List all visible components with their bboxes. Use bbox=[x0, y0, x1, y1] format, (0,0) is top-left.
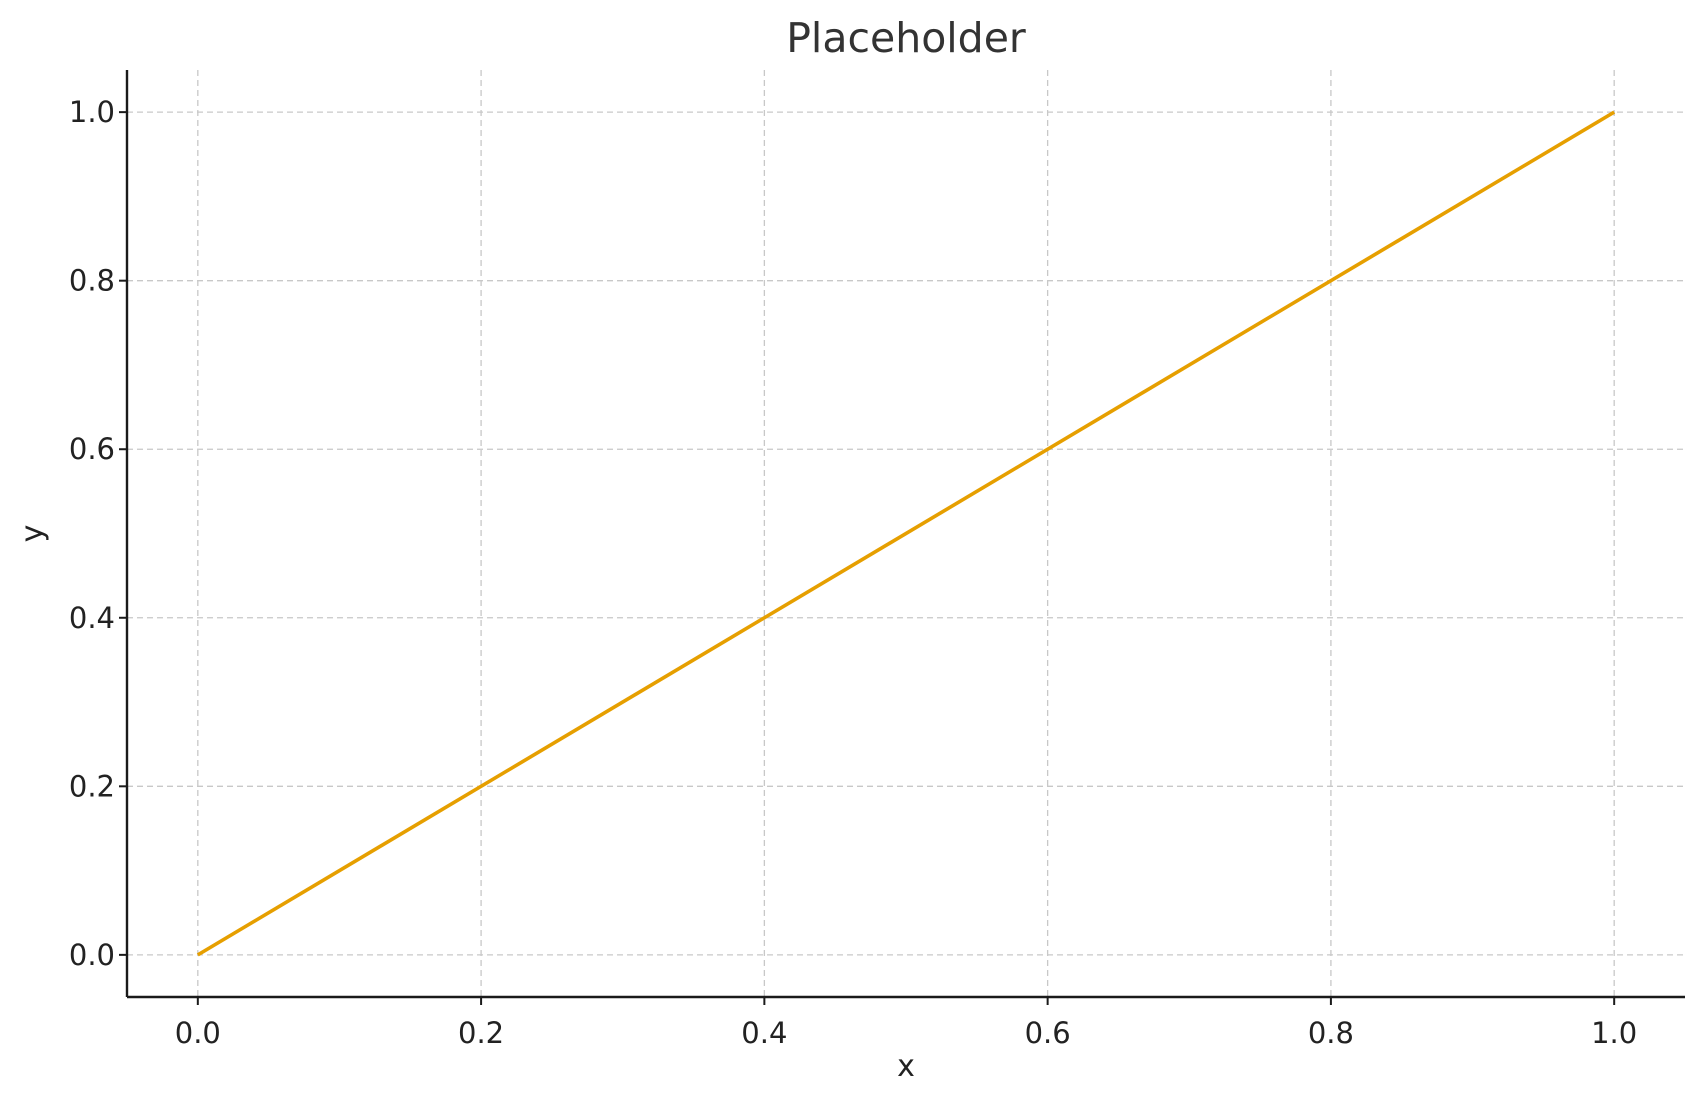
chart-title: Placeholder bbox=[786, 14, 1026, 62]
x-axis-ticks: 0.0 0.2 0.4 0.6 0.8 1.0 bbox=[175, 997, 1637, 1050]
x-axis-label: x bbox=[897, 1049, 915, 1084]
y-tick-label: 0.0 bbox=[69, 938, 115, 972]
y-axis-ticks: 0.0 0.2 0.4 0.6 0.8 1.0 bbox=[69, 95, 127, 972]
x-tick-label: 0.0 bbox=[175, 1016, 221, 1050]
y-tick-label: 0.8 bbox=[69, 264, 115, 298]
series-group bbox=[196, 110, 1616, 957]
x-tick-label: 0.4 bbox=[741, 1016, 787, 1050]
y-tick-label: 0.4 bbox=[69, 601, 115, 635]
x-tick-label: 1.0 bbox=[1591, 1016, 1637, 1050]
y-tick-label: 0.2 bbox=[69, 769, 115, 803]
x-tick-label: 0.6 bbox=[1025, 1016, 1071, 1050]
y-axis-label: y bbox=[15, 525, 50, 543]
y-tick-label: 1.0 bbox=[69, 95, 115, 129]
axes bbox=[125, 70, 1685, 999]
y-tick-label: 0.6 bbox=[69, 432, 115, 466]
x-tick-label: 0.2 bbox=[458, 1016, 504, 1050]
grid bbox=[127, 70, 1685, 997]
x-tick-label: 0.8 bbox=[1308, 1016, 1354, 1050]
series-line-0 bbox=[196, 110, 1616, 957]
